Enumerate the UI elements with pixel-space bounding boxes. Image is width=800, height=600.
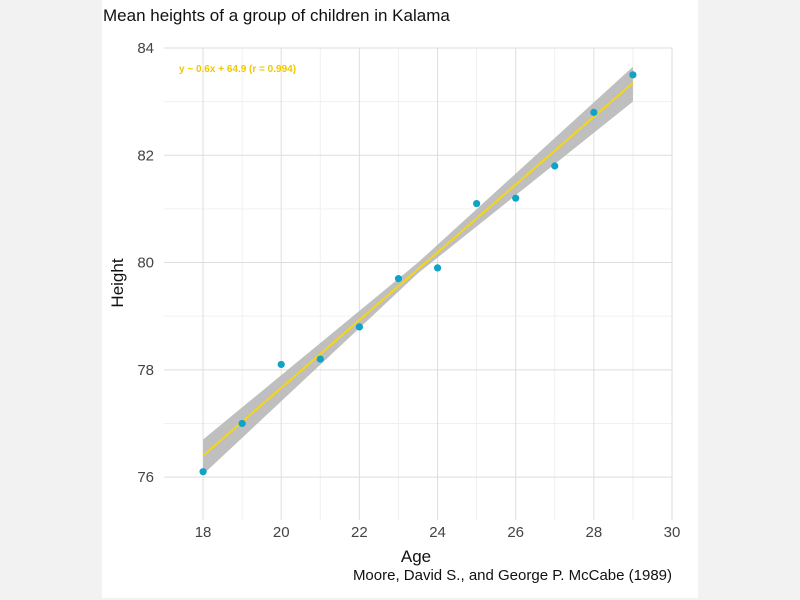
data-point: [355, 323, 363, 331]
fit-line-group: [202, 82, 634, 457]
data-point: [199, 468, 207, 476]
confidence-band-group: [203, 66, 633, 475]
data-point: [629, 71, 637, 79]
data-point: [316, 355, 324, 363]
data-point: [551, 162, 559, 170]
y-tick-label: 76: [137, 469, 154, 486]
x-tick-label: 24: [429, 524, 446, 541]
x-tick-label: 18: [195, 524, 212, 541]
x-tick-label: 20: [273, 524, 290, 541]
fit-line: [202, 82, 634, 457]
regression-equation-label: y ~ 0.6x + 64.9 (r = 0.994): [179, 64, 296, 75]
y-tick-label: 82: [137, 147, 154, 164]
data-point: [277, 360, 285, 369]
chart-caption: Moore, David S., and George P. McCabe (1…: [352, 567, 672, 584]
y-tick-label: 78: [137, 362, 154, 379]
data-point: [512, 194, 520, 202]
x-tick-label: 30: [664, 524, 681, 541]
x-tick-label: 28: [586, 524, 603, 541]
y-tick-label: 84: [137, 40, 154, 57]
data-points: [199, 71, 637, 476]
confidence-band: [203, 66, 633, 475]
y-axis-title: Height: [108, 258, 127, 307]
data-point: [473, 199, 481, 208]
x-tick-label: 22: [351, 524, 368, 541]
data-point: [590, 108, 598, 116]
y-tick-label: 80: [137, 255, 154, 272]
tick-labels: 18 20 22 24 26 28 30 76 78 80 82 84: [137, 40, 680, 541]
grid: [164, 47, 673, 520]
x-axis-title: Age: [401, 547, 431, 566]
x-tick-label: 26: [507, 524, 524, 541]
chart-title: Mean heights of a group of children in K…: [103, 6, 450, 25]
data-point: [238, 419, 246, 428]
data-point: [394, 275, 403, 283]
data-point: [433, 264, 442, 272]
